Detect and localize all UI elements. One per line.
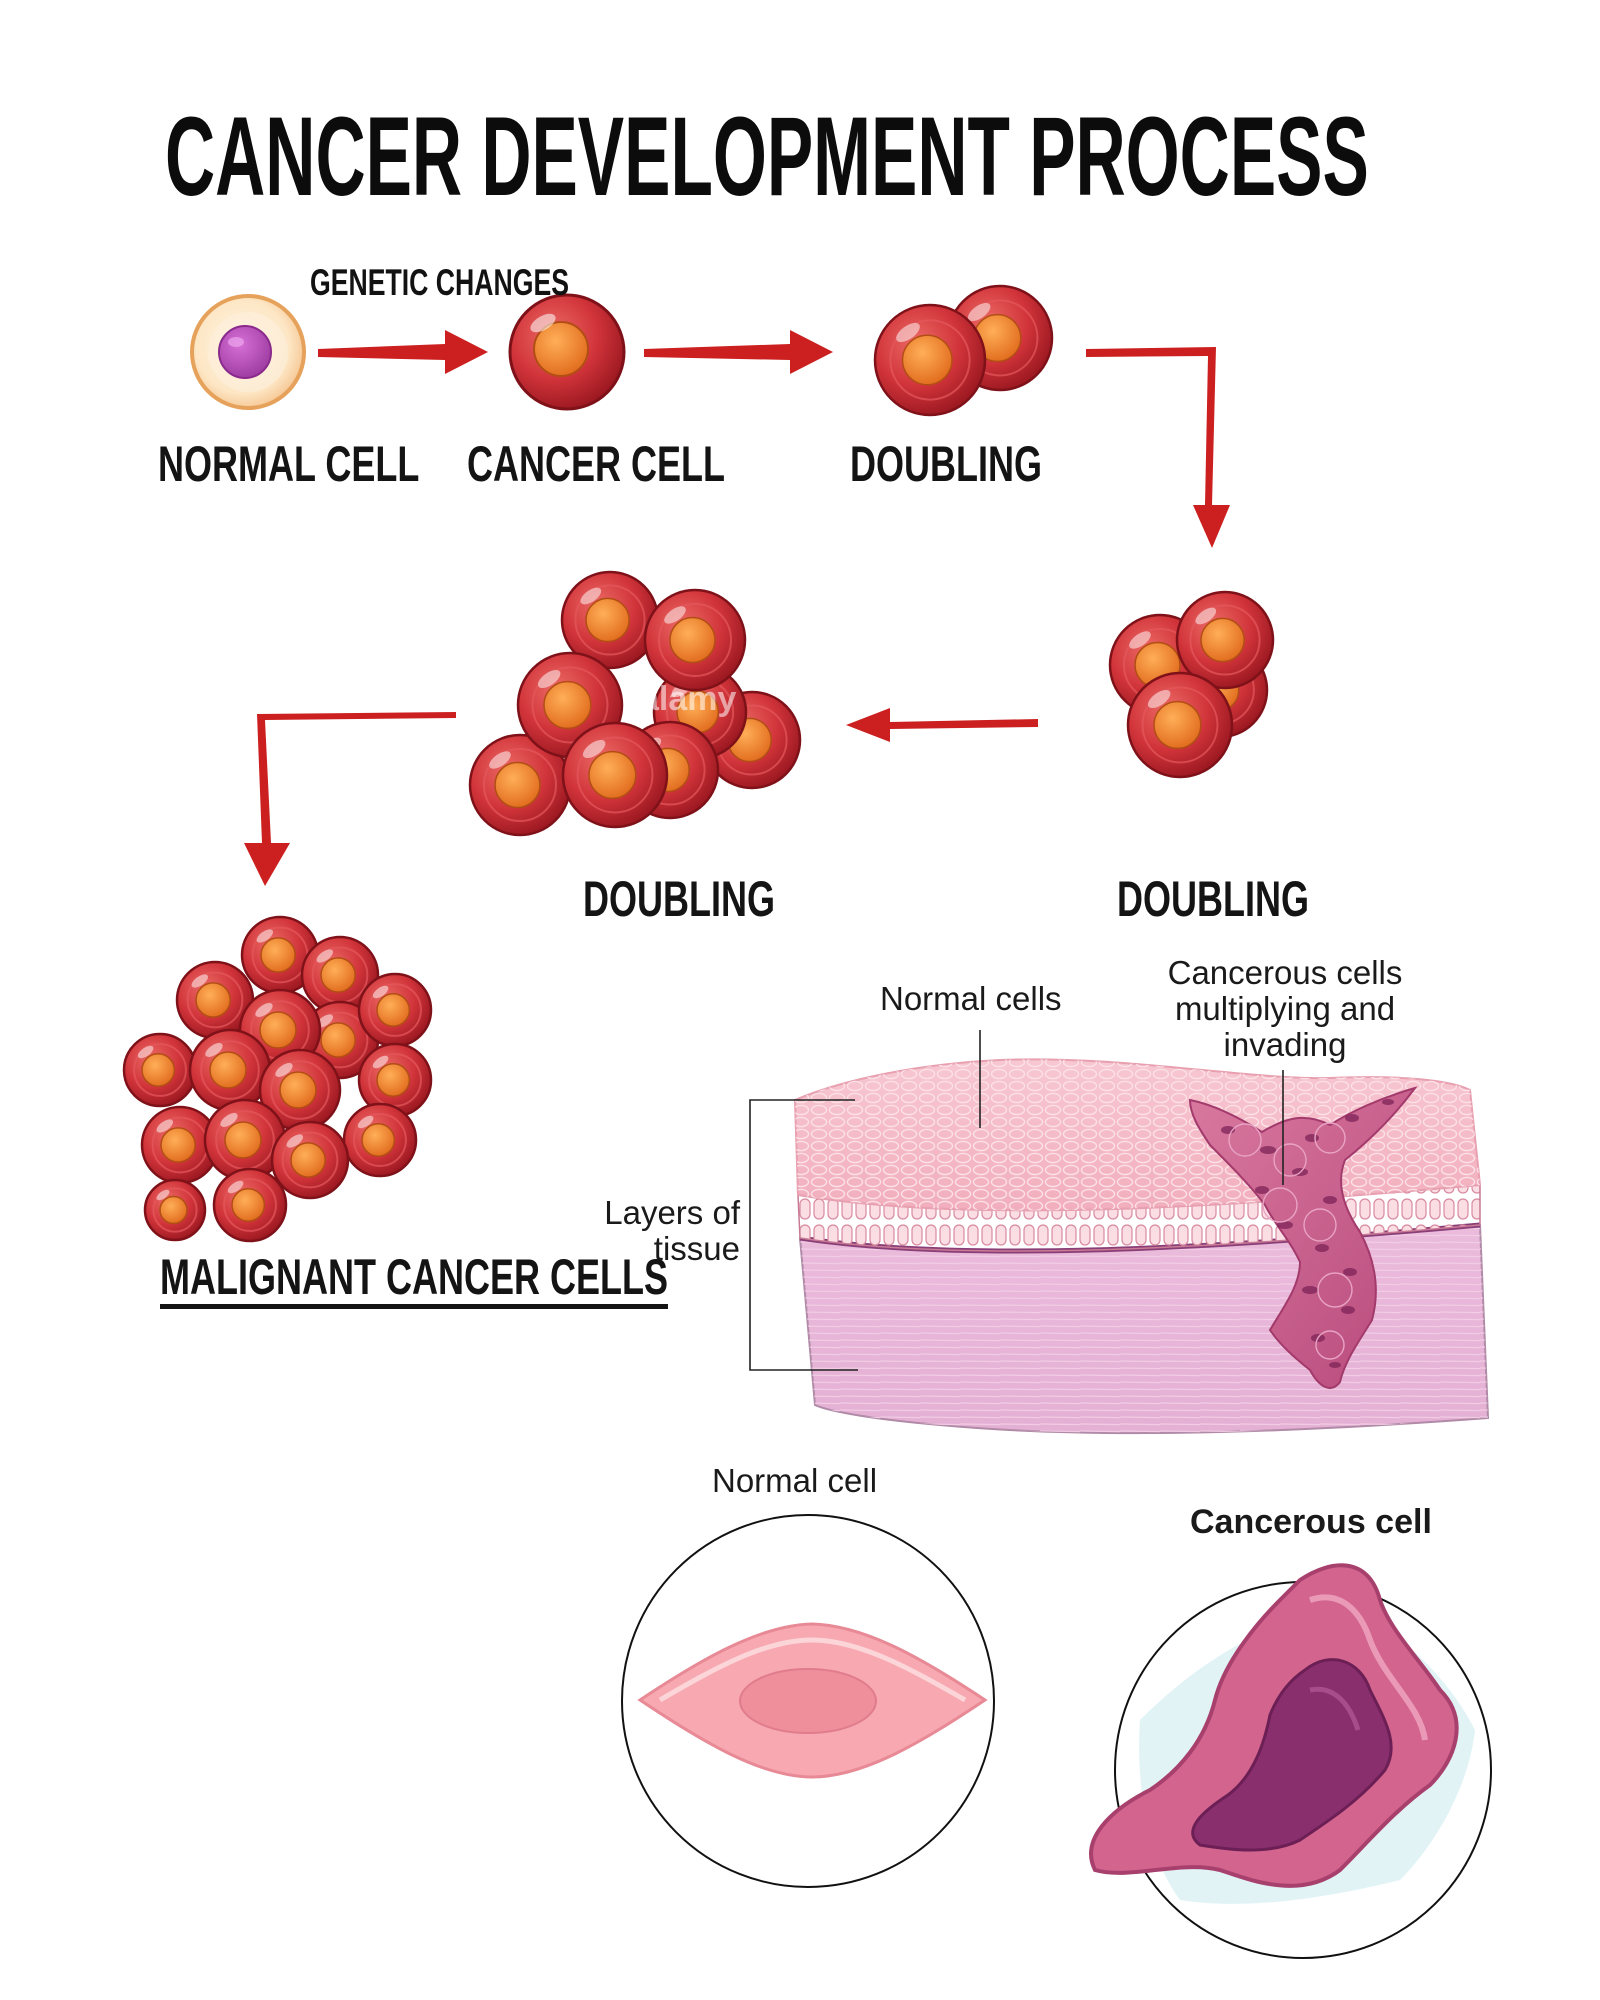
doubling-eight-cells-cell <box>643 588 747 692</box>
malignant-cells-label: MALIGNANT CANCER CELLS <box>160 1249 668 1305</box>
layers-of-tissue-label: Layers of tissue <box>604 1194 740 1267</box>
arrow-doubling-down <box>1086 347 1230 548</box>
malignant-cluster <box>122 915 433 1243</box>
doubling-four-cells-cell <box>1175 590 1275 690</box>
malignant-cluster-cell <box>300 935 380 1015</box>
cancer-cell-label: CANCER CELL <box>467 436 725 492</box>
malignant-cluster-cell <box>342 1102 418 1178</box>
arrow-doubling-left <box>846 708 1038 742</box>
normal-cell-caption: Normal cell <box>712 1462 878 1499</box>
tissue-cross-section <box>749 1030 1490 1435</box>
cancerous-cells-label: Cancerous cells multiplying and invading <box>1167 954 1403 1063</box>
malignant-cluster-cell <box>143 1178 207 1242</box>
doubling-four-cells <box>1108 590 1275 779</box>
malignant-cluster-cell <box>357 972 433 1048</box>
doubling-label-3: DOUBLING <box>1117 871 1309 927</box>
page-title: CANCER DEVELOPMENT PROCESS <box>165 94 1369 219</box>
arrow-cancer-to-doubling <box>644 330 833 374</box>
normal-cell-closeup <box>621 1514 995 1888</box>
invading-cancer-cells <box>1188 1086 1418 1389</box>
normal-cells-label: Normal cells <box>880 980 1062 1017</box>
malignant-cluster-cell <box>212 1167 288 1243</box>
malignant-cluster-cell <box>203 1098 287 1182</box>
arrow-normal-to-cancer <box>318 330 488 374</box>
layers-bracket <box>749 1099 858 1371</box>
cell-clusters <box>122 284 1275 1243</box>
doubling-eight-cells-cell <box>561 721 669 829</box>
doubling-label-2: DOUBLING <box>583 871 775 927</box>
normal-cell-nucleus <box>739 1668 877 1734</box>
normal-cell-icon <box>190 294 306 410</box>
normal-cell-label: NORMAL CELL <box>158 436 420 492</box>
doubling-two-cells <box>873 284 1054 417</box>
malignant-cluster-cell <box>270 1120 350 1200</box>
doubling-label-1: DOUBLING <box>850 436 1042 492</box>
doubling-four-cells-cell <box>1126 671 1234 779</box>
doubling-eight-cells <box>468 570 802 837</box>
cancerous-cell-caption: Cancerous cell <box>1190 1503 1432 1541</box>
cancer-cell-icon <box>508 293 626 411</box>
malignant-cluster-cell <box>122 1032 198 1108</box>
watermark: alamy <box>640 680 737 718</box>
genetic-changes-label: GENETIC CHANGES <box>310 262 570 303</box>
cancerous-cell-nucleus <box>1191 1658 1393 1852</box>
flow-arrows <box>244 330 1230 886</box>
doubling-two-cells-cell <box>873 303 987 417</box>
invading-cell-outlines <box>1228 1122 1353 1360</box>
malignant-cluster-cell <box>188 1028 272 1112</box>
doubling-eight-cells-cell <box>560 570 660 670</box>
cancerous-cell-closeup <box>1089 1563 1492 1959</box>
arrow-cluster-down <box>244 712 456 886</box>
